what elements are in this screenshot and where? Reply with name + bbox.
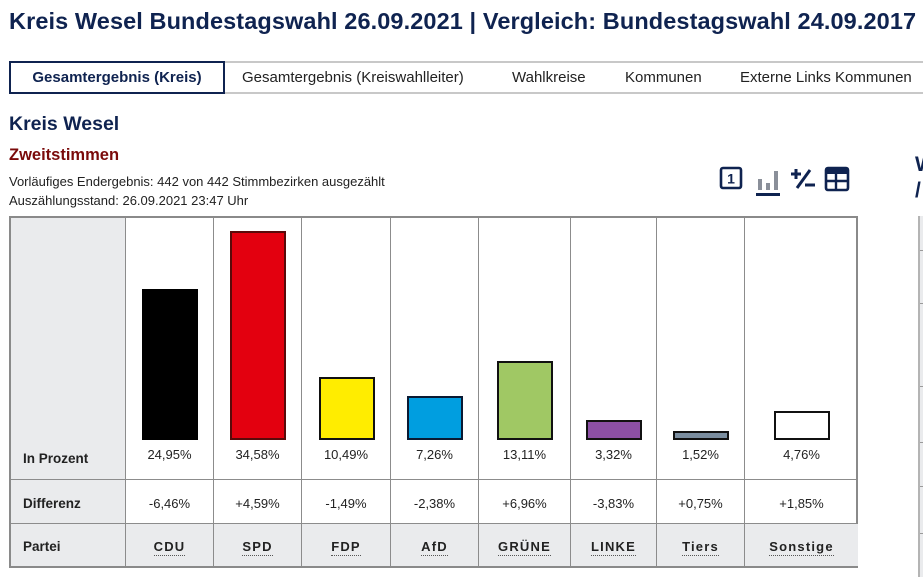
bar-chart-icon[interactable] [755,166,781,196]
difference-label: +4,59% [235,496,280,511]
party-label: CDU [126,539,213,556]
region-heading: Kreis Wesel [9,113,120,135]
value-label: 24,95% [147,447,192,462]
party-name-sonstige[interactable]: Sonstige [769,539,834,556]
bar-sonstige[interactable] [773,411,830,440]
party-label: FDP [302,539,390,556]
party-row-background [126,524,858,566]
vote-type-heading: Zweitstimmen [9,146,120,164]
party-column-linke: 3,32% -3,83% LINKE [571,218,657,566]
tab-externe-links-kommunen[interactable]: Externe Links Kommunen [740,69,912,86]
difference-label: +1,85% [779,496,824,511]
party-name-cdu[interactable]: CDU [153,539,186,556]
party-name-fdp[interactable]: FDP [331,539,361,556]
table-icon[interactable] [824,166,850,194]
party-label: SPD [214,539,301,556]
tab-gesamtergebnis-kreis[interactable]: Gesamtergebnis (Kreis) [9,61,225,94]
row-label-percent: In Prozent [23,451,89,466]
difference-label: -1,49% [325,496,367,511]
party-label: LINKE [571,539,656,556]
count-timestamp: Auszählungsstand: 26.09.2021 23:47 Uhr [9,193,249,208]
bar-linke[interactable] [586,419,642,440]
bar-fdp[interactable] [318,376,375,440]
difference-label: -6,46% [148,496,191,511]
party-column-afd: 7,26% -2,38% AfD [391,218,479,566]
row-divider [11,479,856,480]
party-column-grüne: 13,11% +6,96% GRÜNE [479,218,571,566]
single-value-icon[interactable]: 1 [719,166,745,194]
page-title: Kreis Wesel Bundestagswahl 26.09.2021 | … [9,8,917,34]
value-label: 13,11% [502,447,547,462]
value-label: 4,76% [783,447,820,462]
difference-label: +0,75% [678,496,723,511]
party-column-cdu: 24,95% -6,46% CDU [126,218,214,566]
party-label: Tiers [657,539,744,556]
value-label: 1,52% [682,447,719,462]
tab-kommunen[interactable]: Kommunen [625,69,702,86]
party-name-spd[interactable]: SPD [242,539,273,556]
party-name-grüne[interactable]: GRÜNE [498,539,551,556]
results-chart: In Prozent Differenz Partei 24,95% -6,46%… [9,216,858,568]
side-panel-table [918,216,923,577]
party-column-tiers: 1,52% +0,75% Tiers [657,218,745,566]
difference-label: +6,96% [502,496,547,511]
row-label-column: In Prozent Differenz Partei [11,218,126,566]
row-divider [11,523,856,524]
value-label: 34,58% [235,447,280,462]
value-label: 10,49% [323,447,369,462]
party-column-sonstige: 4,76% +1,85% Sonstige [745,218,858,566]
party-name-tiers[interactable]: Tiers [682,539,719,556]
bar-grüne[interactable] [497,360,553,440]
side-panel-title: W/ [915,153,923,202]
party-name-afd[interactable]: AfD [421,539,448,556]
svg-text:1: 1 [727,171,735,187]
bar-tiers[interactable] [673,430,729,440]
row-label-difference: Differenz [23,496,81,511]
tab-gesamtergebnis-kreiswahlleiter[interactable]: Gesamtergebnis (Kreiswahlleiter) [242,69,464,86]
row-label-party: Partei [23,539,61,554]
count-status: Vorläufiges Endergebnis: 442 von 442 Sti… [9,174,385,189]
party-column-fdp: 10,49% -1,49% FDP [302,218,391,566]
party-label: Sonstige [745,539,858,556]
tab-bar: Gesamtergebnis (Kreis) Gesamtergebnis (K… [9,61,923,94]
bar-cdu[interactable] [142,289,198,440]
party-label: GRÜNE [479,539,570,556]
difference-label: -2,38% [413,496,456,511]
party-name-linke[interactable]: LINKE [591,539,636,556]
difference-label: -3,83% [592,496,635,511]
bar-spd[interactable] [230,230,286,440]
plus-minus-icon[interactable] [790,166,816,194]
value-label: 7,26% [416,447,453,462]
value-label: 3,32% [595,447,632,462]
party-column-spd: 34,58% +4,59% SPD [214,218,302,566]
tab-wahlkreise[interactable]: Wahlkreise [512,69,586,86]
bar-afd[interactable] [407,396,463,440]
party-label: AfD [391,539,478,556]
